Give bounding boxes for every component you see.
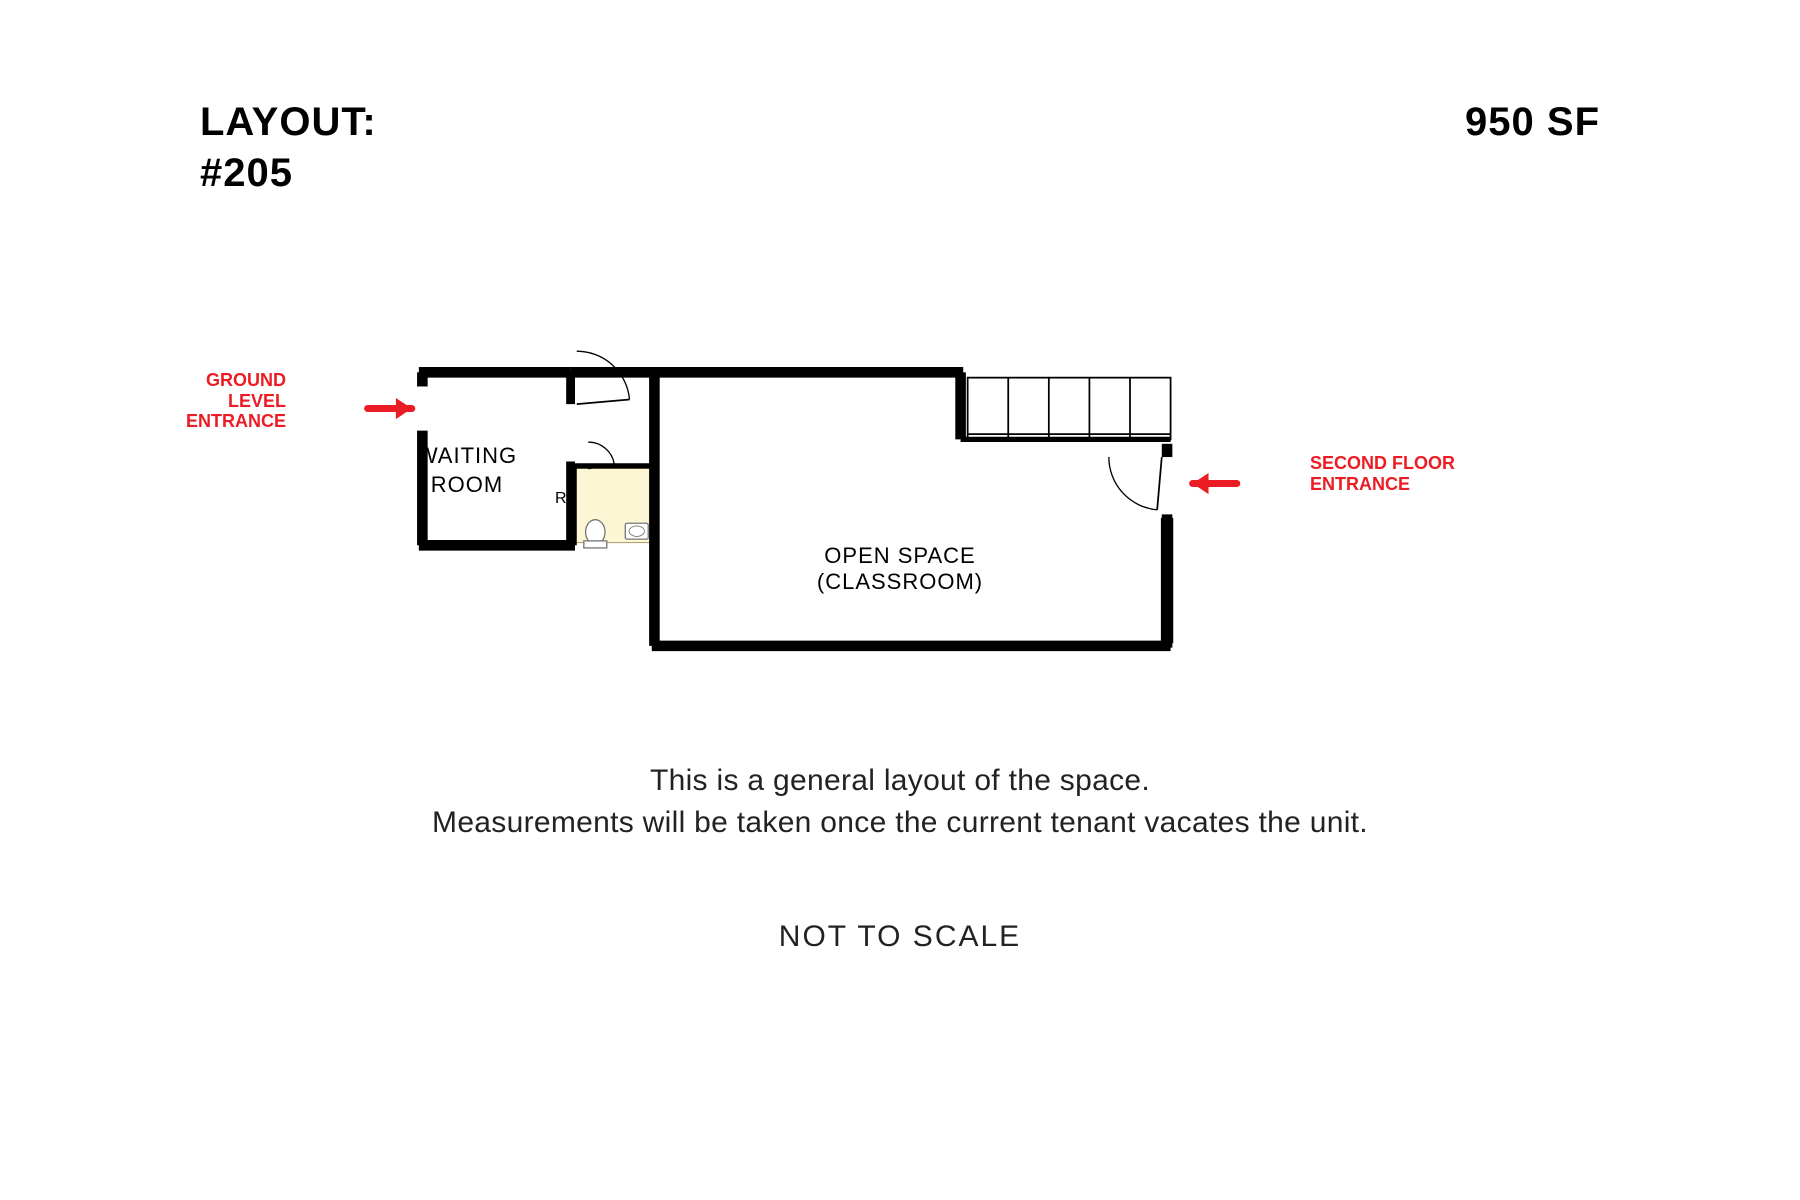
- floor-plan: [350, 340, 1250, 685]
- second-floor-entrance-label: SECOND FLOOR ENTRANCE: [1310, 453, 1480, 494]
- entrance-right-line2: ENTRANCE: [1310, 474, 1410, 494]
- caption-line1: This is a general layout of the space.: [0, 760, 1800, 802]
- caption: This is a general layout of the space. M…: [0, 760, 1800, 844]
- layout-label: LAYOUT:: [200, 100, 377, 145]
- floor-plan-svg: [350, 340, 1250, 680]
- ground-level-entrance-label: GROUND LEVEL ENTRANCE: [166, 370, 286, 432]
- page: LAYOUT: #205 950 SF GROUND LEVEL ENTRANC…: [0, 0, 1800, 1200]
- unit-number: #205: [200, 151, 377, 196]
- entrance-right-line1: SECOND FLOOR: [1310, 453, 1455, 473]
- layout-title: LAYOUT: #205: [200, 100, 377, 196]
- entrance-left-line2: ENTRANCE: [186, 411, 286, 431]
- entrance-left-line1: GROUND LEVEL: [206, 370, 286, 411]
- caption-line2: Measurements will be taken once the curr…: [0, 802, 1800, 844]
- area-label: 950 SF: [1465, 100, 1600, 145]
- scale-note: NOT TO SCALE: [0, 920, 1800, 954]
